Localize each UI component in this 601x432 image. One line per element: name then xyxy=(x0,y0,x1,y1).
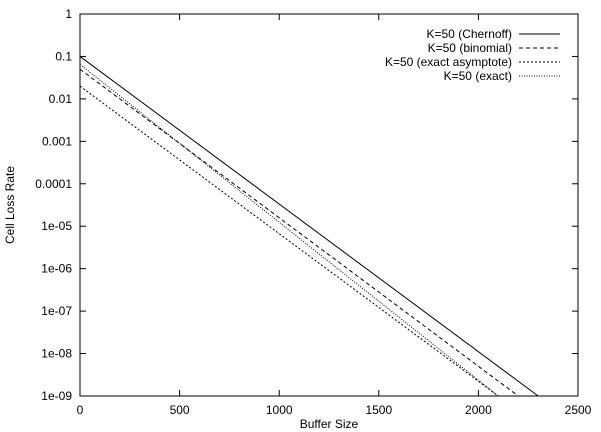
tick-marks xyxy=(79,13,579,397)
y-tick-label: 1e-08 xyxy=(41,347,72,361)
x-tick-label: 1500 xyxy=(365,403,392,417)
y-tick-label: 0.01 xyxy=(49,92,73,106)
y-tick-label: 1 xyxy=(65,7,72,21)
legend-label: K=50 (binomial) xyxy=(428,41,512,55)
series-line xyxy=(79,85,499,397)
y-tick-label: 0.0001 xyxy=(35,177,72,191)
y-tick-label: 0.001 xyxy=(42,134,72,148)
y-axis-label: Cell Loss Rate xyxy=(3,166,17,244)
x-axis-label: Buffer Size xyxy=(300,417,359,431)
legend: K=50 (Chernoff)K=50 (binomial)K=50 (exac… xyxy=(385,27,560,83)
legend-label: K=50 (exact) xyxy=(444,69,512,83)
series-line xyxy=(79,56,539,397)
plot-frame xyxy=(79,13,579,397)
x-tick-label: 2000 xyxy=(465,403,492,417)
y-tick-label: 1e-07 xyxy=(41,304,72,318)
y-tick-label: 0.1 xyxy=(55,49,72,63)
series-lines xyxy=(79,56,539,397)
legend-label: K=50 (exact asymptote) xyxy=(385,55,512,69)
y-tick-label: 1e-05 xyxy=(41,219,72,233)
series-line xyxy=(79,68,519,397)
tick-labels: 0 500 1000 1500 2000 2500 1 0.1 0.01 0.001 0.0001 1… xyxy=(35,7,591,417)
x-tick-label: 2500 xyxy=(565,403,592,417)
legend-label: K=50 (Chernoff) xyxy=(427,27,513,41)
x-tick-label: 500 xyxy=(170,403,190,417)
x-tick-label: 1000 xyxy=(266,403,293,417)
x-tick-label: 0 xyxy=(77,403,84,417)
y-tick-label: 1e-06 xyxy=(41,262,72,276)
y-tick-label: 1e-09 xyxy=(41,389,72,403)
series-line xyxy=(79,63,499,397)
